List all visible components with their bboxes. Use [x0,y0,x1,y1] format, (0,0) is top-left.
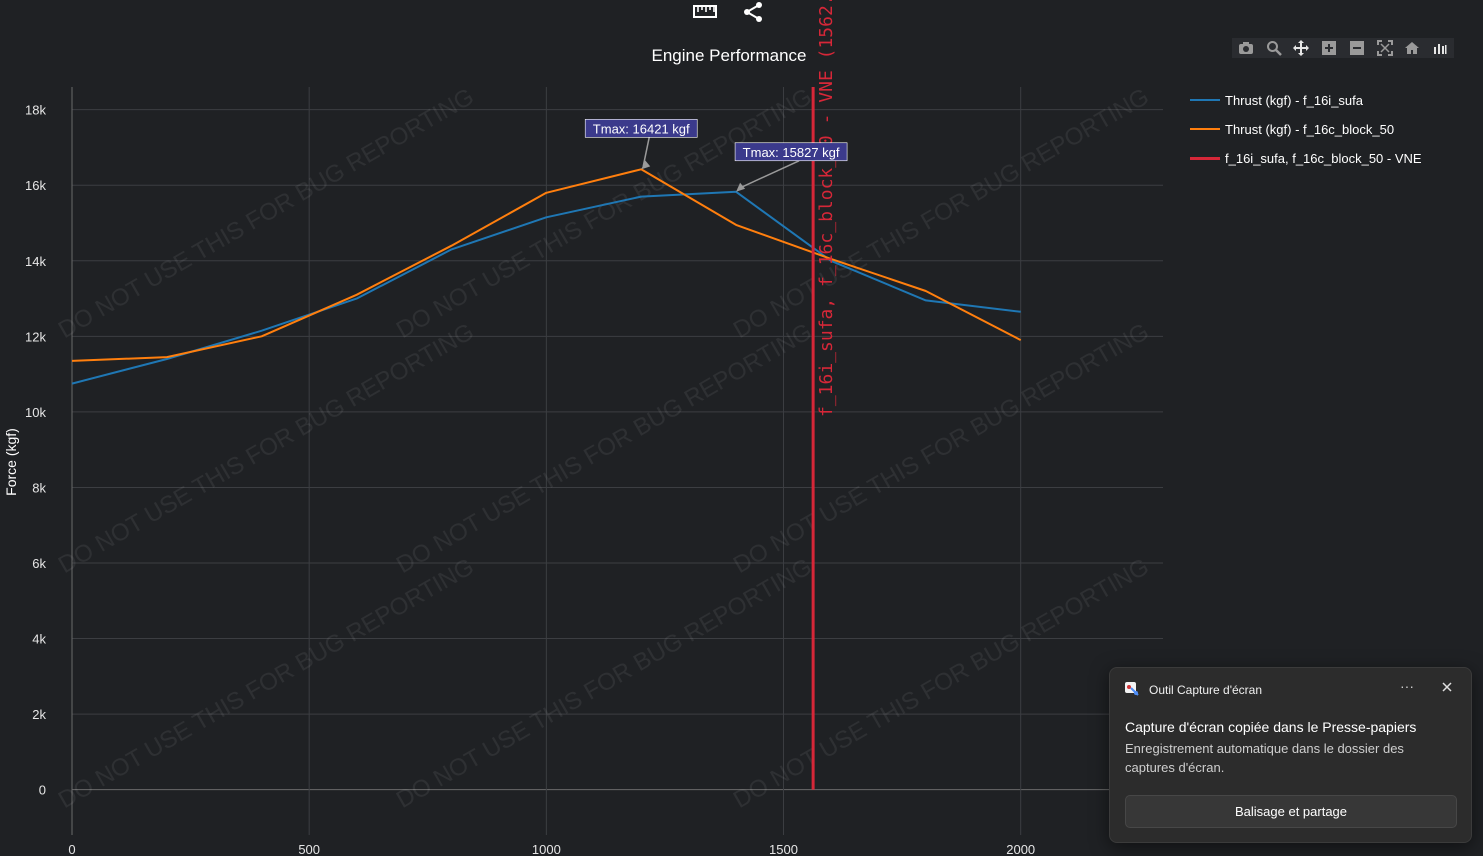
legend-item-thrust-f16c-block-50[interactable]: Thrust (kgf) - f_16c_block_50 [1190,119,1394,139]
annotation-arrow [737,160,800,190]
y-tick-label: 12k [25,329,46,344]
legend-label: f_16i_sufa, f_16c_block_50 - VNE [1225,150,1422,166]
annotation-box [734,142,848,162]
zoom-in-icon[interactable] [1321,40,1337,56]
legend-item-thrust-f16i-sufa[interactable]: Thrust (kgf) - f_16i_sufa [1190,90,1363,110]
toast-app-name: Outil Capture d'écran [1149,683,1263,697]
annotation-label: Tmax: 15827 kgf [743,145,840,160]
x-tick-label: 500 [298,842,320,856]
x-tick-label: 1000 [532,842,561,856]
snipping-tool-icon [1125,682,1139,696]
annotation-arrow [642,137,650,167]
series-line-0 [71,190,1021,385]
legend-item-vne[interactable]: f_16i_sufa, f_16c_block_50 - VNE [1190,148,1422,168]
y-tick-label: 16k [25,178,46,193]
plotly-logo-icon[interactable] [1432,40,1448,56]
autoscale-icon[interactable] [1376,40,1393,56]
annotation-arrowhead [641,160,651,170]
watermark-text: DO NOT USE THIS FOR BUG REPORTING [392,318,817,579]
watermark-text: DO NOT USE THIS FOR BUG REPORTING [729,553,1154,814]
watermark-text: DO NOT USE THIS FOR BUG REPORTING [729,83,1154,344]
zoom-icon[interactable] [1266,40,1282,56]
x-tick-label: 2000 [1006,842,1035,856]
y-axis-title: Force (kgf) [3,428,19,496]
screenshot-notification: Outil Capture d'écran ··· Capture d'écra… [1109,667,1472,843]
legend-label: Thrust (kgf) - f_16i_sufa [1225,92,1363,108]
y-tick-label: 2k [32,707,46,722]
y-tick-label: 0 [39,783,46,798]
watermark-text: DO NOT USE THIS FOR BUG REPORTING [54,553,479,814]
toast-body: Enregistrement automatique dans le dossi… [1125,741,1404,775]
reset-axes-icon[interactable] [1404,40,1420,56]
watermark-text: DO NOT USE THIS FOR BUG REPORTING [392,553,817,814]
toast-title: Capture d'écran copiée dans le Presse-pa… [1125,719,1417,735]
camera-icon[interactable] [1238,40,1254,56]
pan-icon[interactable] [1293,40,1310,56]
y-tick-label: 14k [25,254,46,269]
y-tick-label: 8k [32,480,46,495]
share-icon[interactable] [740,0,766,24]
watermark-text: DO NOT USE THIS FOR BUG REPORTING [54,83,479,344]
vne-label: f_16i_sufa, f_16c_block_50 - VNE (1562.4 [816,0,837,417]
close-icon[interactable] [1437,677,1457,697]
watermark-text: DO NOT USE THIS FOR BUG REPORTING [729,318,1154,579]
y-tick-label: 4k [32,632,46,647]
x-tick-label: 0 [68,842,75,856]
annotation-box [584,119,698,138]
y-tick-label: 10k [25,405,46,420]
modebar [1232,38,1454,58]
zoom-out-icon[interactable] [1349,40,1365,56]
x-tick-label: 1500 [769,842,798,856]
ruler-icon[interactable] [692,0,718,24]
legend-label: Thrust (kgf) - f_16c_block_50 [1225,121,1395,137]
markup-and-share-button[interactable]: Balisage et partage [1125,795,1457,828]
legend-swatch-red [1190,156,1220,160]
annotation-arrowhead [736,182,746,192]
legend-swatch-orange [1190,128,1220,130]
chart-title: Engine Performance [652,46,807,65]
watermark-text: DO NOT USE THIS FOR BUG REPORTING [54,318,479,579]
annotation-label: Tmax: 16421 kgf [593,121,690,136]
y-tick-label: 18k [25,103,46,118]
y-tick-label: 6k [32,556,46,571]
legend-swatch-blue [1190,99,1220,101]
series-line-1 [71,168,1022,362]
more-options-icon[interactable]: ··· [1400,678,1414,694]
